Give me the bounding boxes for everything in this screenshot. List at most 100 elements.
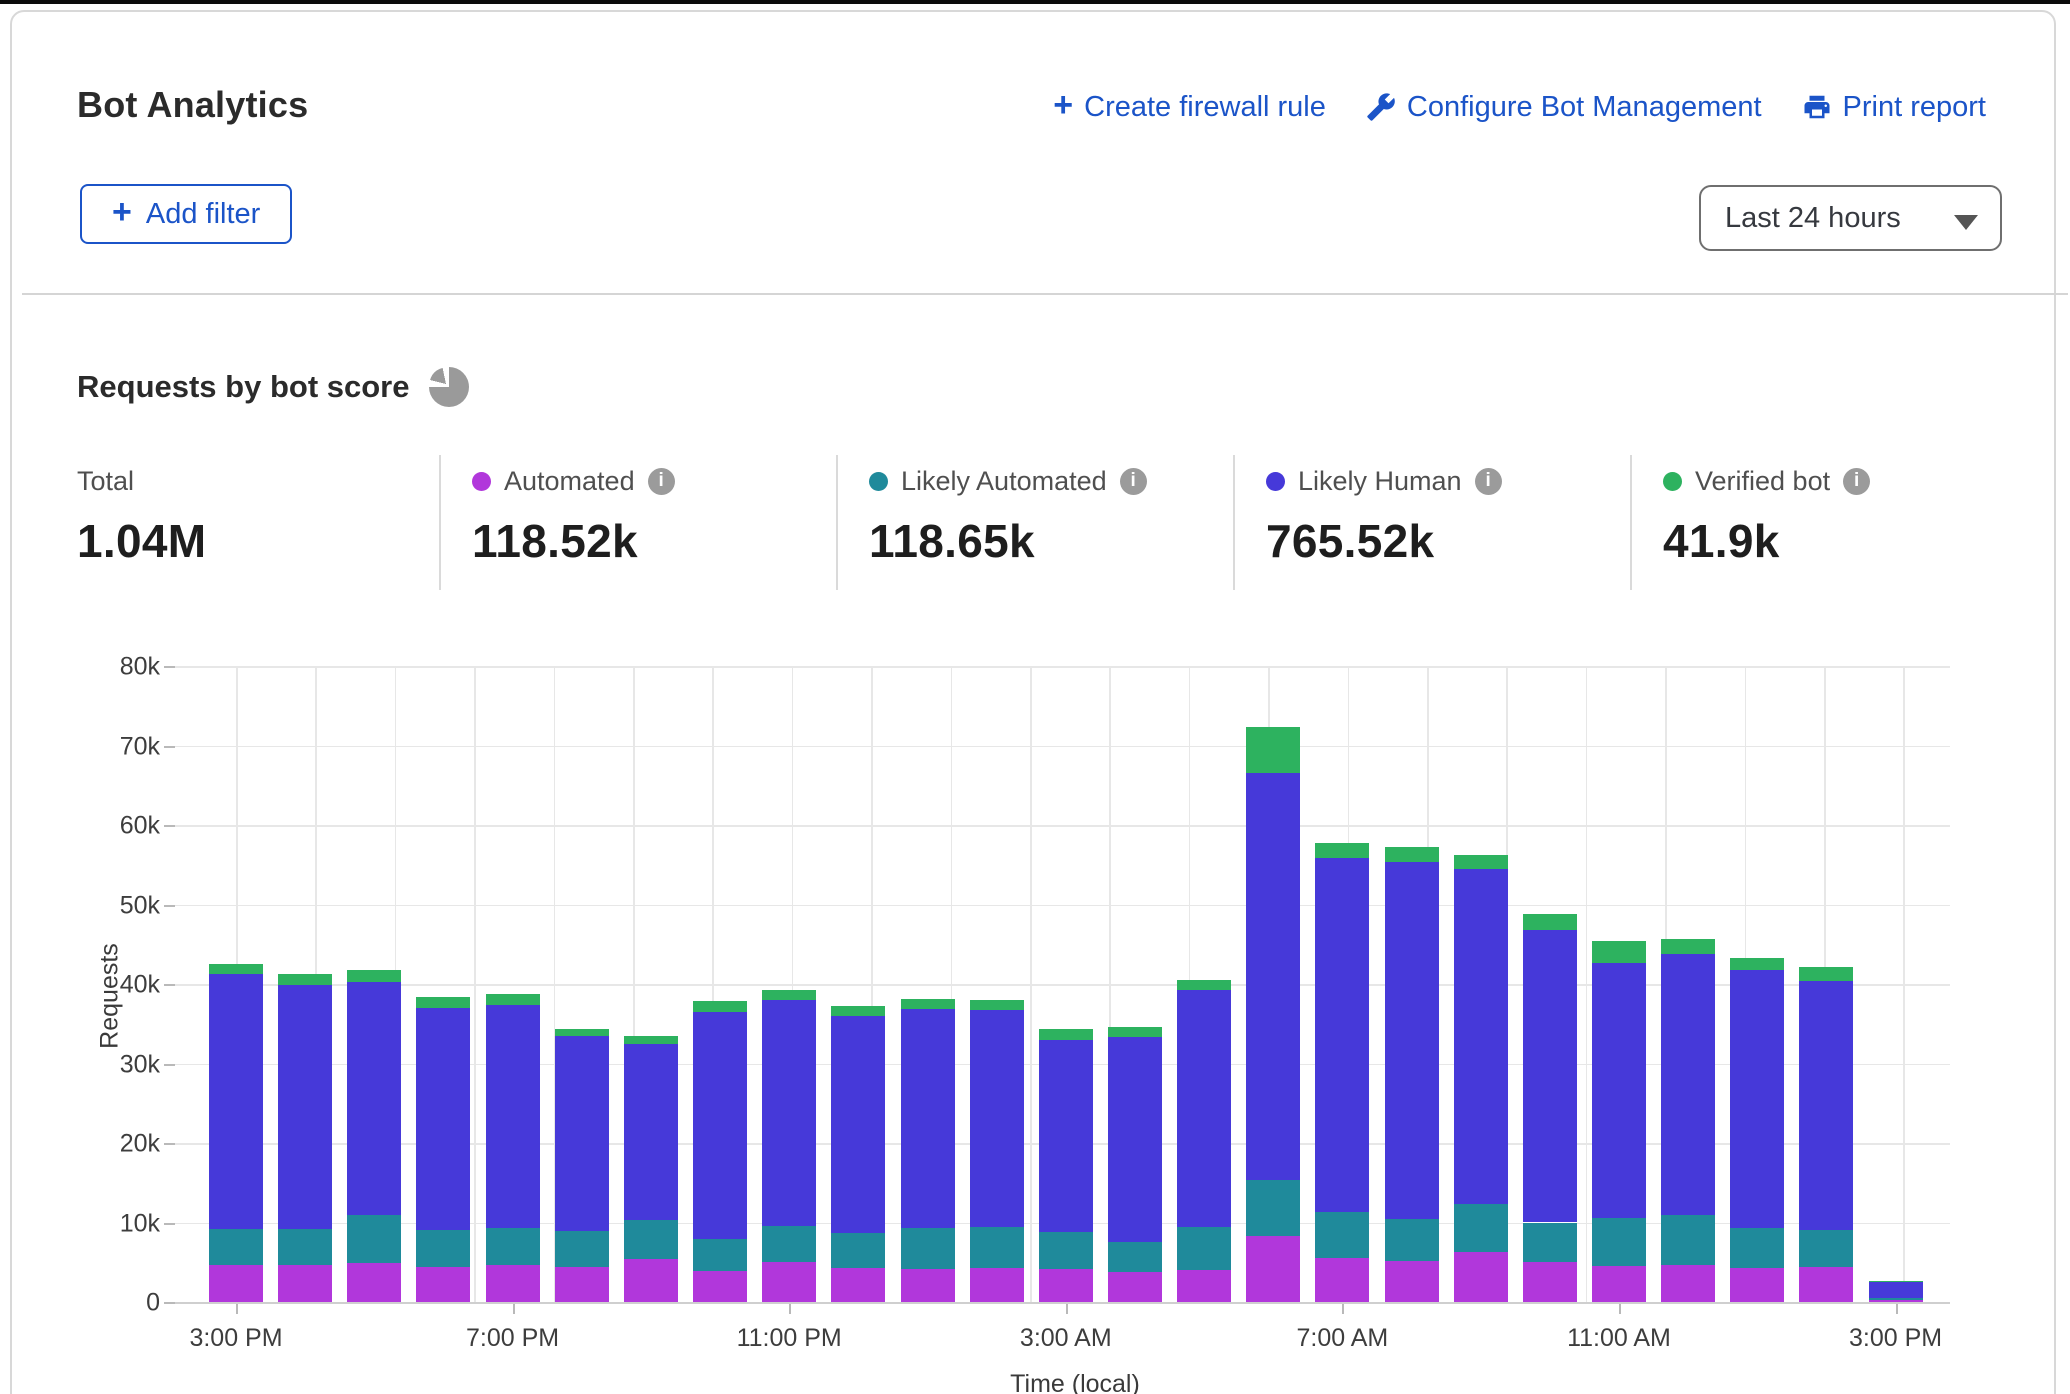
bar-segment-automated[interactable] xyxy=(831,1268,885,1302)
bar-segment-likely-automated[interactable] xyxy=(1177,1227,1231,1270)
bar-segment-likely-human[interactable] xyxy=(1246,773,1300,1180)
bar-segment-verified-bot[interactable] xyxy=(901,999,955,1009)
bar-segment-automated[interactable] xyxy=(1661,1265,1715,1302)
bar-segment-automated[interactable] xyxy=(555,1267,609,1302)
bar-segment-verified-bot[interactable] xyxy=(278,974,332,984)
bar-segment-likely-human[interactable] xyxy=(831,1016,885,1233)
bar-segment-automated[interactable] xyxy=(693,1271,747,1302)
bar-segment-automated[interactable] xyxy=(624,1259,678,1302)
bar-segment-likely-automated[interactable] xyxy=(1315,1212,1369,1258)
bar-segment-likely-human[interactable] xyxy=(1039,1040,1093,1232)
bar-segment-verified-bot[interactable] xyxy=(1869,1281,1923,1282)
bar-segment-likely-human[interactable] xyxy=(1730,970,1784,1228)
bar-segment-likely-automated[interactable] xyxy=(1108,1242,1162,1272)
print-report-link[interactable]: Print report xyxy=(1802,91,1986,124)
bar-segment-likely-human[interactable] xyxy=(1385,862,1439,1219)
bar-segment-automated[interactable] xyxy=(278,1265,332,1302)
bar-segment-likely-human[interactable] xyxy=(901,1009,955,1228)
bar-segment-likely-automated[interactable] xyxy=(693,1239,747,1271)
bar-segment-likely-human[interactable] xyxy=(693,1012,747,1239)
bar-segment-verified-bot[interactable] xyxy=(762,990,816,1000)
bar-segment-likely-human[interactable] xyxy=(1315,858,1369,1213)
bar-segment-likely-human[interactable] xyxy=(1661,954,1715,1216)
bar-segment-likely-automated[interactable] xyxy=(1385,1219,1439,1260)
bar-segment-automated[interactable] xyxy=(1108,1272,1162,1302)
info-icon[interactable]: i xyxy=(1475,468,1502,495)
bar-segment-likely-automated[interactable] xyxy=(209,1229,263,1266)
bar-segment-automated[interactable] xyxy=(762,1262,816,1302)
bar-segment-automated[interactable] xyxy=(1799,1267,1853,1302)
info-icon[interactable]: i xyxy=(648,468,675,495)
bar-segment-likely-human[interactable] xyxy=(347,982,401,1214)
bar-segment-likely-automated[interactable] xyxy=(1661,1215,1715,1265)
bar-segment-automated[interactable] xyxy=(970,1268,1024,1302)
bar-segment-verified-bot[interactable] xyxy=(1385,847,1439,862)
bar-segment-likely-automated[interactable] xyxy=(486,1228,540,1265)
bar-segment-verified-bot[interactable] xyxy=(1108,1027,1162,1037)
bar-segment-likely-automated[interactable] xyxy=(1246,1180,1300,1236)
bar-segment-likely-human[interactable] xyxy=(1592,963,1646,1217)
bar-segment-likely-automated[interactable] xyxy=(1799,1230,1853,1267)
bar-segment-verified-bot[interactable] xyxy=(1730,958,1784,971)
info-icon[interactable]: i xyxy=(1843,468,1870,495)
bar-segment-likely-human[interactable] xyxy=(209,974,263,1229)
bar-segment-likely-human[interactable] xyxy=(278,985,332,1229)
bar-segment-verified-bot[interactable] xyxy=(347,970,401,982)
bar-segment-verified-bot[interactable] xyxy=(486,994,540,1005)
bar-segment-automated[interactable] xyxy=(416,1267,470,1302)
bar-segment-verified-bot[interactable] xyxy=(1246,727,1300,773)
time-range-select[interactable]: Last 24 hours xyxy=(1699,185,2002,251)
bar-segment-automated[interactable] xyxy=(1315,1258,1369,1302)
bar-segment-verified-bot[interactable] xyxy=(1315,843,1369,857)
add-filter-button[interactable]: + Add filter xyxy=(80,184,292,244)
bar-segment-likely-human[interactable] xyxy=(1523,930,1577,1223)
bar-segment-automated[interactable] xyxy=(347,1263,401,1302)
bar-segment-likely-automated[interactable] xyxy=(1592,1218,1646,1266)
bar-segment-automated[interactable] xyxy=(486,1265,540,1302)
bar-segment-likely-automated[interactable] xyxy=(1039,1232,1093,1269)
configure-bot-management-link[interactable]: Configure Bot Management xyxy=(1366,91,1762,124)
bar-segment-likely-human[interactable] xyxy=(555,1036,609,1231)
bar-segment-likely-human[interactable] xyxy=(416,1008,470,1231)
bar-segment-likely-automated[interactable] xyxy=(1523,1223,1577,1263)
bar-segment-automated[interactable] xyxy=(1177,1270,1231,1302)
bar-segment-automated[interactable] xyxy=(1454,1252,1508,1302)
info-icon[interactable]: i xyxy=(1120,468,1147,495)
bar-segment-verified-bot[interactable] xyxy=(1523,914,1577,930)
bar-segment-verified-bot[interactable] xyxy=(1039,1029,1093,1041)
create-firewall-rule-link[interactable]: + Create firewall rule xyxy=(1053,90,1326,124)
bar-segment-verified-bot[interactable] xyxy=(209,964,263,974)
bar-segment-likely-automated[interactable] xyxy=(1730,1228,1784,1268)
bar-segment-likely-automated[interactable] xyxy=(762,1226,816,1262)
bar-segment-automated[interactable] xyxy=(1523,1262,1577,1302)
bar-segment-likely-human[interactable] xyxy=(970,1010,1024,1227)
bar-segment-automated[interactable] xyxy=(1385,1261,1439,1302)
bar-segment-likely-automated[interactable] xyxy=(624,1220,678,1259)
bar-segment-likely-human[interactable] xyxy=(486,1005,540,1228)
bar-segment-automated[interactable] xyxy=(1592,1266,1646,1302)
bar-segment-likely-human[interactable] xyxy=(1799,981,1853,1231)
bar-segment-likely-human[interactable] xyxy=(1108,1037,1162,1241)
bar-segment-automated[interactable] xyxy=(209,1265,263,1302)
bar-segment-verified-bot[interactable] xyxy=(831,1006,885,1016)
bar-segment-automated[interactable] xyxy=(901,1269,955,1302)
bar-segment-likely-human[interactable] xyxy=(1177,990,1231,1227)
bar-segment-likely-automated[interactable] xyxy=(416,1230,470,1267)
bar-segment-likely-automated[interactable] xyxy=(555,1231,609,1267)
bar-segment-likely-human[interactable] xyxy=(762,1000,816,1227)
bar-segment-verified-bot[interactable] xyxy=(1454,855,1508,869)
bar-segment-automated[interactable] xyxy=(1869,1300,1923,1302)
bar-segment-likely-human[interactable] xyxy=(1869,1282,1923,1298)
bar-segment-automated[interactable] xyxy=(1730,1268,1784,1302)
bar-segment-likely-automated[interactable] xyxy=(901,1228,955,1269)
bar-segment-verified-bot[interactable] xyxy=(624,1036,678,1045)
bar-segment-verified-bot[interactable] xyxy=(693,1001,747,1011)
bar-segment-verified-bot[interactable] xyxy=(1592,941,1646,963)
bar-segment-automated[interactable] xyxy=(1039,1269,1093,1302)
bar-segment-likely-automated[interactable] xyxy=(278,1229,332,1265)
bar-segment-likely-automated[interactable] xyxy=(831,1233,885,1268)
bar-segment-verified-bot[interactable] xyxy=(555,1029,609,1036)
bar-segment-verified-bot[interactable] xyxy=(1799,967,1853,981)
bar-segment-verified-bot[interactable] xyxy=(1661,939,1715,953)
bar-segment-likely-automated[interactable] xyxy=(1869,1298,1923,1300)
